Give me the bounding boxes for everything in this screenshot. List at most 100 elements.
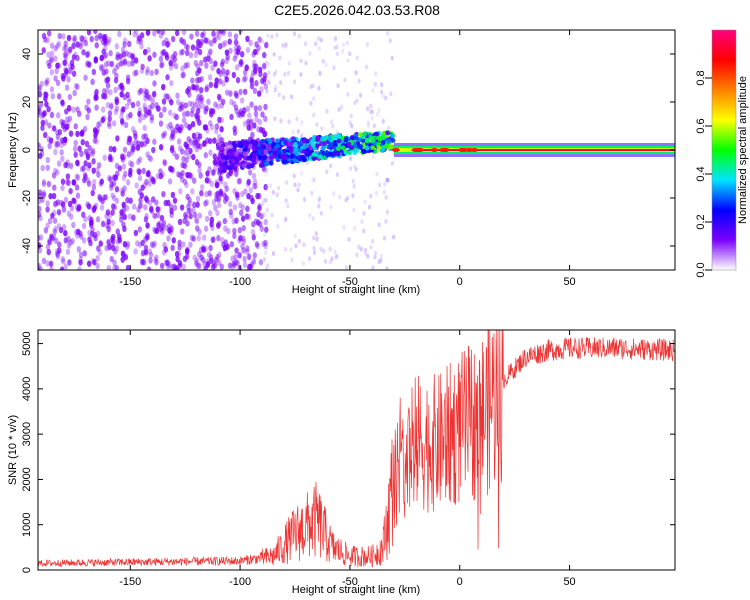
- spectrogram-cell: [335, 253, 339, 259]
- spectrogram-cell: [312, 177, 317, 183]
- spectrogram-cell: [261, 62, 267, 70]
- spectrogram-cell: [111, 244, 116, 252]
- spectrogram-cell: [145, 30, 151, 36]
- spectrogram-cell: [139, 67, 145, 74]
- spectrogram-cell: [240, 110, 246, 118]
- spectrogram-cell: [364, 137, 370, 143]
- spectrogram-cell: [137, 89, 142, 96]
- spectrogram-cell: [153, 227, 158, 235]
- spectrogram-cell: [108, 155, 113, 163]
- spectrogram-cell: [49, 69, 55, 76]
- spectrogram-cell: [195, 77, 200, 84]
- spectrogram-cell: [362, 211, 366, 216]
- spectrogram-cell: [38, 263, 41, 270]
- spectrogram-cell: [247, 253, 252, 261]
- spectrogram-cell: [114, 72, 119, 80]
- spectrogram-cell: [100, 106, 106, 113]
- spectrogram-cell: [364, 64, 369, 70]
- spectrogram-cell: [225, 155, 230, 161]
- spectrogram-cell: [90, 226, 95, 233]
- spectrogram-cell: [135, 100, 141, 107]
- spectrogram-cell: [80, 139, 85, 146]
- spectrogram-cell: [67, 200, 73, 208]
- spectrogram-cell: [363, 199, 367, 205]
- spectrogram-cell: [184, 156, 189, 164]
- spectrogram-cell: [311, 83, 315, 89]
- spectrogram-cell: [137, 110, 142, 118]
- spectrogram-cell: [106, 120, 112, 128]
- spectrogram-cell: [239, 97, 245, 104]
- spectrogram-cell: [47, 62, 52, 69]
- spectrogram-cell: [114, 96, 119, 103]
- spectrogram-cell: [203, 200, 208, 207]
- spectrogram-x-tick-label: -50: [342, 276, 358, 288]
- spectrogram-cell: [360, 138, 366, 143]
- spectrogram-cell: [92, 231, 98, 239]
- spectrogram-cell: [180, 72, 185, 79]
- spectrogram-cell: [262, 257, 267, 262]
- spectrogram-y-tick-label: 20: [21, 96, 33, 108]
- spectrogram-cell: [119, 216, 124, 223]
- spectrogram-cell: [223, 181, 228, 188]
- spectrogram-cell: [64, 68, 69, 75]
- spectrogram-cell: [385, 130, 391, 136]
- spectrogram-cell: [45, 200, 50, 207]
- spectrogram-cell: [86, 203, 92, 210]
- spectrogram-cell: [56, 209, 62, 216]
- spectrogram-cell: [386, 139, 392, 144]
- spectrogram-cell: [265, 207, 269, 213]
- spectrogram-cell: [242, 261, 248, 268]
- spectrogram-cell: [90, 78, 95, 85]
- spectrogram-cell: [211, 199, 217, 206]
- spectrogram-cell: [374, 71, 378, 77]
- spectrogram-cell: [46, 136, 52, 143]
- spectrogram-cell: [110, 209, 115, 216]
- spectrogram-cell: [234, 64, 240, 71]
- spectrogram-cell: [216, 234, 221, 242]
- spectrogram-cell: [142, 48, 148, 56]
- spectrogram-cell: [189, 234, 195, 242]
- spectrogram-cell: [281, 42, 285, 48]
- spectrogram-cell: [214, 256, 219, 263]
- spectrogram-cell: [242, 151, 248, 157]
- spectrogram-cell: [257, 36, 262, 43]
- spectrogram-cell: [158, 55, 164, 63]
- spectrogram-cell: [234, 170, 239, 178]
- spectrogram-cell: [224, 76, 229, 83]
- spectrogram-cell: [123, 121, 129, 129]
- spectrogram-cell: [217, 78, 223, 85]
- spectrogram-cell: [125, 179, 131, 186]
- spectrogram-cell: [184, 49, 190, 57]
- spectrogram-cell: [137, 106, 142, 114]
- spectrogram-cell: [151, 212, 157, 219]
- spectrogram-cell: [412, 148, 421, 152]
- spectrogram-cell: [228, 144, 233, 150]
- spectrogram-cell: [357, 132, 363, 137]
- spectrogram-cell: [289, 94, 294, 100]
- spectrogram-cell: [236, 178, 242, 185]
- spectrogram-cell: [85, 201, 90, 208]
- spectrogram-cell: [71, 106, 76, 113]
- spectrogram-cell: [177, 239, 182, 247]
- spectrogram-cell: [114, 264, 119, 270]
- spectrogram-cell: [154, 199, 159, 206]
- spectrogram-cell: [55, 199, 61, 206]
- spectrogram-cell: [194, 218, 200, 225]
- spectrogram-cell: [149, 113, 155, 121]
- spectrogram-cell: [169, 79, 174, 87]
- spectrogram-cell: [343, 150, 349, 156]
- spectrogram-cell: [381, 93, 385, 99]
- spectrogram-cell: [113, 248, 118, 255]
- spectrogram-cell: [51, 192, 57, 200]
- spectrogram-cell: [102, 53, 107, 60]
- spectrogram-cell: [127, 98, 132, 106]
- spectrogram-cell: [100, 220, 106, 228]
- spectrogram-cell: [169, 146, 175, 154]
- spectrogram-cell: [156, 206, 162, 213]
- spectrogram-cell: [271, 190, 275, 195]
- spectrogram-cell: [45, 206, 50, 213]
- spectrogram-cell: [257, 155, 263, 161]
- spectrogram-cell: [137, 156, 143, 163]
- spectrogram-cell: [230, 158, 236, 164]
- spectrogram-cell: [272, 150, 278, 156]
